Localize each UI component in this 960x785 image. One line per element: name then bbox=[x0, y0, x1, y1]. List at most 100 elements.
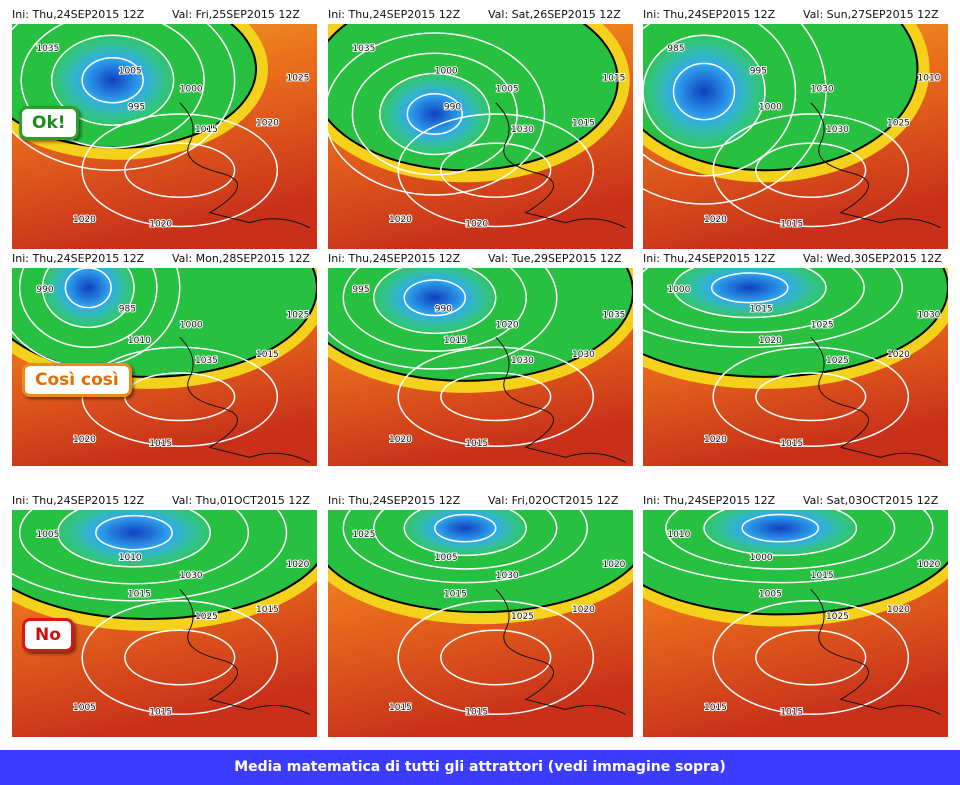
isobar bbox=[328, 268, 558, 370]
isobar bbox=[124, 629, 236, 686]
isobar bbox=[741, 513, 820, 543]
low-core bbox=[51, 35, 174, 126]
forecast-map: 1035 1005 995 1000 1015 1025 1020 1020 1020 bbox=[12, 24, 317, 249]
isobar-label: 985 bbox=[667, 44, 684, 54]
isobar-label: 1015 bbox=[256, 350, 279, 360]
isobar bbox=[57, 510, 211, 568]
coastline bbox=[495, 102, 626, 229]
isobar bbox=[95, 514, 173, 551]
isobar-label: 1020 bbox=[704, 435, 727, 445]
isobar-label: 1035 bbox=[352, 44, 375, 54]
low-core bbox=[643, 35, 765, 148]
isobar-label: 990 bbox=[435, 305, 452, 315]
isobar-label: 1015 bbox=[780, 707, 803, 717]
isobar-label: 1015 bbox=[750, 305, 773, 315]
isobar-label: 1015 bbox=[572, 118, 595, 128]
isobar bbox=[403, 510, 527, 557]
isobar-label: 1000 bbox=[435, 67, 458, 77]
isobar-label: 1005 bbox=[36, 530, 59, 540]
isobar-label: 1015 bbox=[128, 589, 151, 599]
isobar-label: 1025 bbox=[287, 73, 310, 83]
isobar bbox=[12, 510, 288, 602]
isobar-label: 1015 bbox=[256, 605, 279, 615]
init-time: Ini: Thu,24SEP2015 12Z bbox=[12, 8, 145, 21]
isobar-label: 1020 bbox=[887, 350, 910, 360]
low-core bbox=[673, 268, 826, 318]
isobar-label: 995 bbox=[352, 285, 369, 295]
init-time: Ini: Thu,24SEP2015 12Z bbox=[12, 494, 145, 507]
isobar-label: 1010 bbox=[667, 530, 690, 540]
init-time: Ini: Thu,24SEP2015 12Z bbox=[643, 494, 776, 507]
isobar bbox=[20, 24, 205, 149]
map-image: 995 990 1015 1020 1030 1035 1030 1020 1015 bbox=[328, 268, 633, 466]
isobar bbox=[643, 24, 827, 205]
coastline bbox=[179, 336, 310, 463]
badge: Così così bbox=[22, 363, 132, 397]
forecast-map: 1035 1000 990 1005 1030 1015 1015 1020 1020 bbox=[328, 24, 633, 249]
valid-time: Val: Wed,30SEP2015 12Z bbox=[803, 252, 942, 265]
isobar bbox=[342, 510, 588, 584]
isobar-label: 1015 bbox=[704, 703, 727, 713]
isobar-label: 1030 bbox=[511, 356, 534, 366]
isobar-label: 1015 bbox=[195, 125, 218, 135]
init-time: Ini: Thu,24SEP2015 12Z bbox=[328, 494, 461, 507]
caption: Media matematica di tutti gli attrattori… bbox=[0, 750, 960, 785]
isobar-label: 1020 bbox=[149, 220, 172, 230]
map-image: 985 995 1000 1030 1030 1010 1025 1020 1015 bbox=[643, 24, 948, 249]
isobar bbox=[440, 629, 552, 686]
isobar bbox=[643, 34, 766, 149]
map-image: 1000 1015 1020 1025 1025 1030 1020 1020 1015 bbox=[643, 268, 948, 466]
isobar-label: 1025 bbox=[287, 311, 310, 321]
isobar-label: 995 bbox=[750, 67, 767, 77]
isobar bbox=[41, 268, 135, 329]
isobar bbox=[755, 142, 867, 198]
isobar-label: 1015 bbox=[780, 220, 803, 230]
init-time: Ini: Thu,24SEP2015 12Z bbox=[643, 252, 776, 265]
isobar-label: 1025 bbox=[826, 356, 849, 366]
valid-time: Val: Tue,29SEP2015 12Z bbox=[488, 252, 622, 265]
valid-time: Val: Fri,02OCT2015 12Z bbox=[488, 494, 619, 507]
isobar-label: 1025 bbox=[352, 530, 375, 540]
isobar-label: 1015 bbox=[465, 707, 488, 717]
isobar bbox=[397, 346, 595, 447]
isobar bbox=[643, 268, 865, 334]
map-image: 1010 1000 1005 1015 1025 1020 1020 1015 1015 bbox=[643, 510, 948, 737]
map-image: 990 985 1010 1000 1035 1025 1015 1020 1015 bbox=[12, 268, 317, 466]
isobar-label: 1025 bbox=[195, 612, 218, 622]
isobar bbox=[672, 268, 827, 319]
isobar-label: 1000 bbox=[667, 285, 690, 295]
forecast-map: 1010 1000 1005 1015 1025 1020 1020 1015 1015 bbox=[643, 510, 948, 737]
low-core bbox=[373, 268, 496, 334]
isobar bbox=[50, 34, 175, 126]
valid-time: Val: Sat,03OCT2015 12Z bbox=[803, 494, 939, 507]
isobar bbox=[81, 600, 279, 716]
isobar-label: 1000 bbox=[750, 553, 773, 563]
isobar-label: 1020 bbox=[256, 118, 279, 128]
init-time: Ini: Thu,24SEP2015 12Z bbox=[643, 8, 776, 21]
isobar-label: 1020 bbox=[572, 605, 595, 615]
low-core bbox=[379, 73, 490, 155]
isobar-label: 1020 bbox=[287, 560, 310, 570]
isobar-label: 985 bbox=[119, 305, 136, 315]
isobar bbox=[18, 268, 158, 348]
isobar-label: 1020 bbox=[73, 215, 96, 225]
isobar-label: 1030 bbox=[496, 571, 519, 581]
isobar-label: 1025 bbox=[511, 612, 534, 622]
isobar bbox=[712, 600, 910, 716]
isobar-label: 990 bbox=[444, 103, 461, 113]
isobar-label: 1020 bbox=[389, 435, 412, 445]
isobar-label: 1020 bbox=[603, 560, 626, 570]
isobar bbox=[342, 268, 527, 352]
isobar bbox=[328, 32, 546, 196]
isobar-label: 1025 bbox=[826, 612, 849, 622]
isobar-label: 1020 bbox=[918, 560, 941, 570]
forecast-map: 985 995 1000 1030 1030 1010 1025 1020 1015 bbox=[643, 24, 948, 249]
isobar-label: 1015 bbox=[811, 571, 834, 581]
low-core bbox=[404, 510, 527, 556]
isobar bbox=[81, 57, 144, 104]
init-time: Ini: Thu,24SEP2015 12Z bbox=[328, 252, 461, 265]
map-image: 1035 1000 990 1005 1030 1015 1015 1020 1020 bbox=[328, 24, 633, 249]
isobar bbox=[397, 113, 595, 228]
isobar-label: 1030 bbox=[180, 571, 203, 581]
isobar-label: 1015 bbox=[389, 703, 412, 713]
